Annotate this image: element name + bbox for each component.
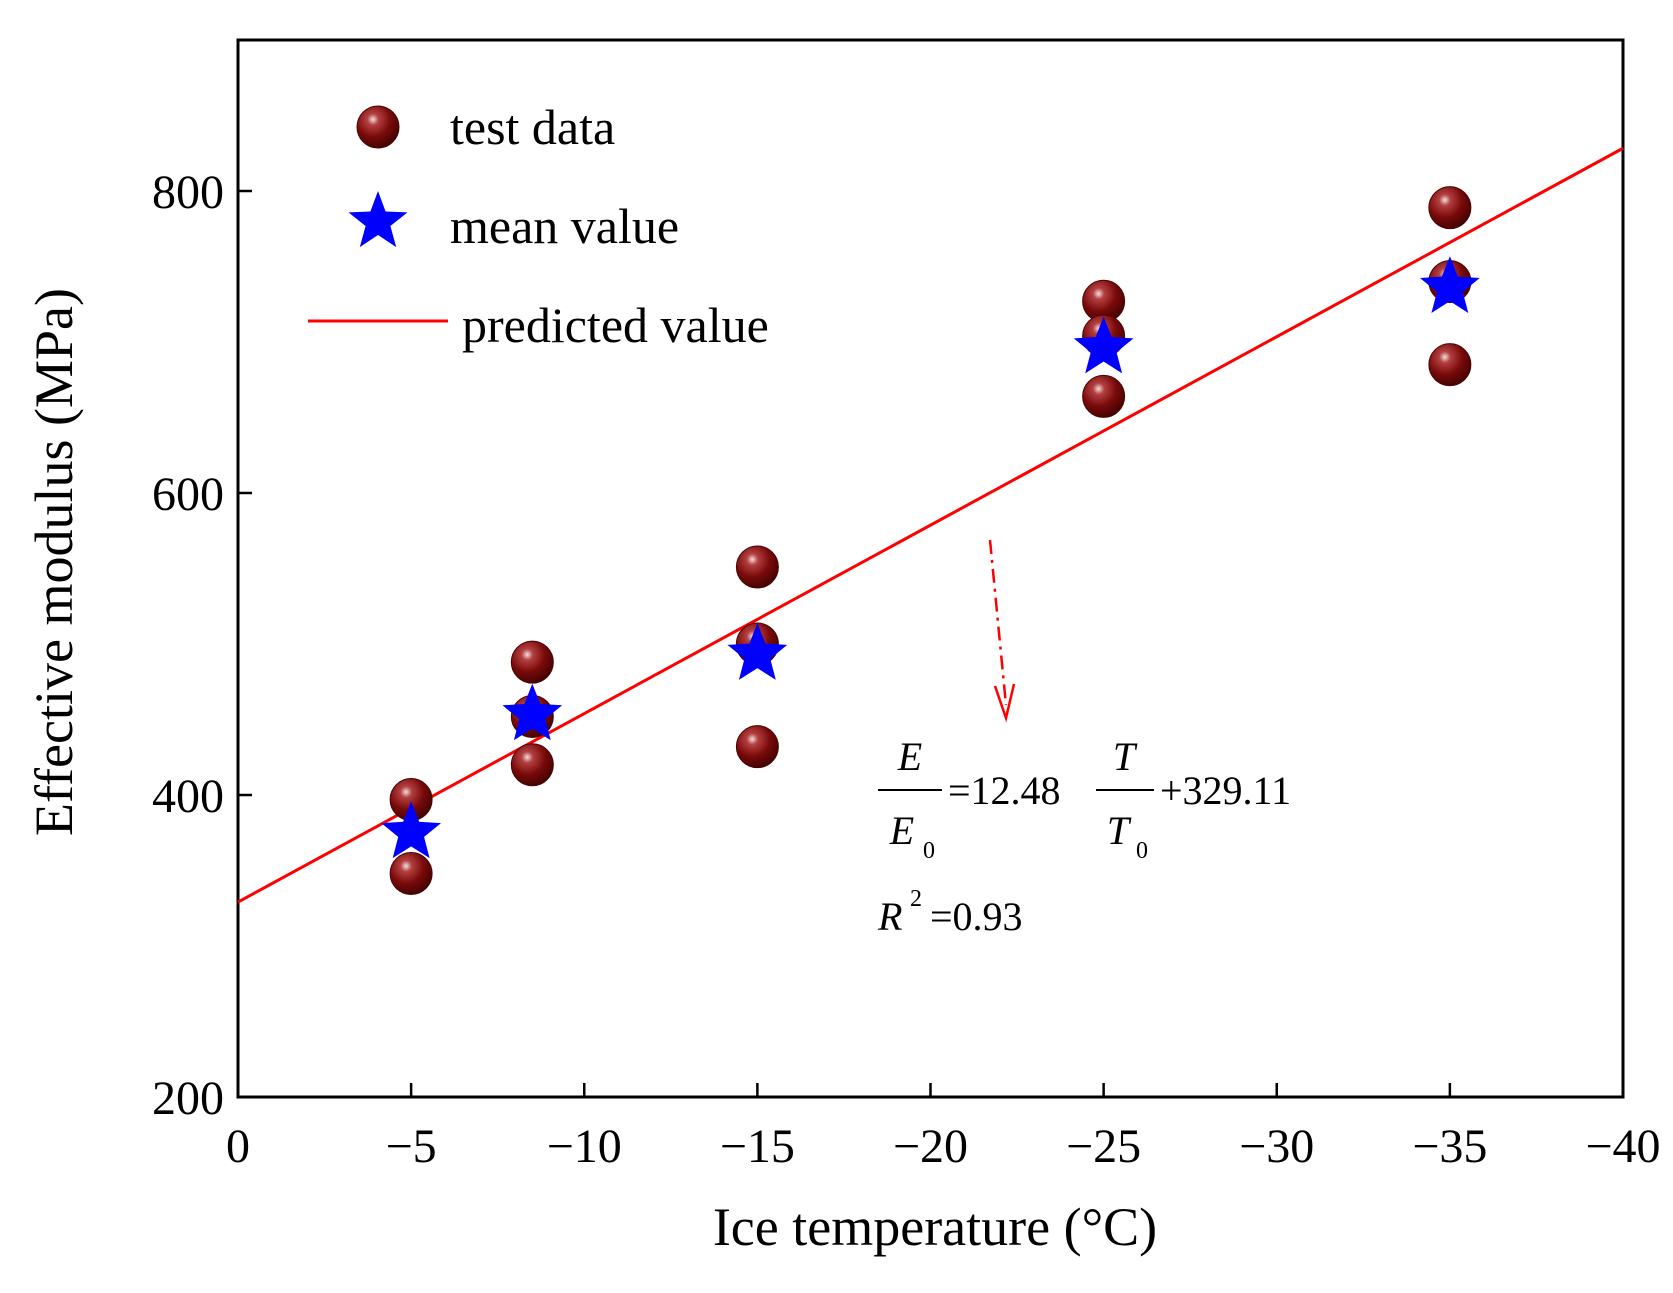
legend: test data mean value predicted value <box>308 99 769 353</box>
y-tick-label: 400 <box>152 770 224 823</box>
data-points <box>381 186 1480 896</box>
test-data-point <box>1428 343 1472 387</box>
test-data-point <box>735 725 779 769</box>
mean-value-point <box>381 801 441 859</box>
annotation-arrow-shaft <box>988 539 1008 706</box>
x-tick-label: −15 <box>720 1120 795 1173</box>
x-tick-label: −10 <box>547 1120 622 1173</box>
legend-star-icon <box>348 191 408 248</box>
x-tick-label: −35 <box>1412 1120 1487 1173</box>
x-axis-title: Ice temperature (°C) <box>713 1197 1157 1257</box>
mean-value-point <box>1073 316 1134 374</box>
legend-label-predicted-value: predicted value <box>462 297 769 353</box>
test-data-point <box>389 852 433 896</box>
annotation-arrow-head <box>993 683 1016 723</box>
test-data-point <box>1082 374 1126 418</box>
equation-rhs-denominator-subscript: 0 <box>1136 838 1148 864</box>
test-data-point <box>735 545 779 589</box>
equation-lhs-numerator: E <box>897 734 922 779</box>
x-tick-label: −25 <box>1066 1120 1141 1173</box>
legend-label-test-data: test data <box>450 99 615 155</box>
equation-intercept: +329.11 <box>1160 768 1291 813</box>
legend-label-mean-value: mean value <box>450 198 679 254</box>
mean-value-point <box>727 623 788 680</box>
y-tick-label: 800 <box>152 166 224 219</box>
equation-lhs-denominator-subscript: 0 <box>923 838 935 864</box>
x-tick-label: 0 <box>226 1120 250 1173</box>
equation-lhs-denominator: E <box>889 808 914 853</box>
x-tick-label: −40 <box>1585 1120 1660 1173</box>
y-tick-label: 200 <box>152 1072 224 1125</box>
test-data-point <box>510 640 554 684</box>
equation-rhs-denominator: T <box>1107 808 1132 853</box>
y-tick-label: 600 <box>152 468 224 521</box>
x-tick-label: −30 <box>1239 1120 1314 1173</box>
mean-value-point <box>502 683 563 741</box>
r-squared-symbol: R <box>877 894 902 939</box>
predicted-line <box>237 146 1624 904</box>
x-tick-label: −20 <box>893 1120 968 1173</box>
equation-coefficient: =12.48 <box>948 768 1061 813</box>
equation-rhs-numerator: T <box>1113 734 1138 779</box>
test-data-point <box>1428 186 1472 230</box>
test-data-point <box>510 743 554 787</box>
x-tick-label: −5 <box>386 1120 437 1173</box>
r-squared-superscript: 2 <box>910 886 922 912</box>
predicted-line-layer <box>237 146 1624 904</box>
y-axis-title: Effective modulus (MPa) <box>24 288 84 836</box>
r-squared-value: =0.93 <box>930 894 1023 939</box>
legend-sphere-icon <box>356 105 400 149</box>
mean-value-point <box>1420 256 1480 314</box>
